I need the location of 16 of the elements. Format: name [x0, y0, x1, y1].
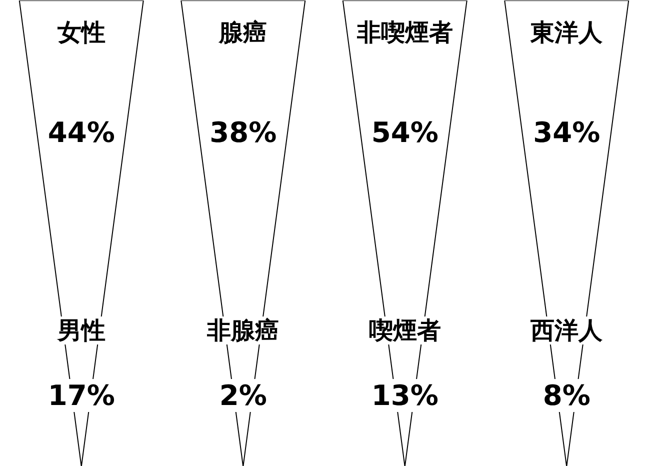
- data-label: 38%: [210, 116, 277, 149]
- data-label: 54%: [371, 116, 438, 149]
- category-label: 腺癌: [218, 18, 268, 46]
- data-label: 17%: [48, 379, 115, 412]
- category-label: 女性: [56, 18, 106, 46]
- data-label: 8%: [542, 379, 590, 412]
- data-label: 2%: [219, 379, 267, 412]
- category-label: 東洋人: [530, 18, 604, 46]
- category-label: 非喫煙者: [356, 18, 453, 46]
- data-label: 44%: [48, 116, 115, 149]
- category-label: 西洋人: [530, 316, 604, 344]
- data-label: 13%: [371, 379, 438, 412]
- data-label: 34%: [533, 116, 600, 149]
- category-label: 喫煙者: [368, 316, 441, 344]
- category-label: 非腺癌: [206, 316, 280, 344]
- category-label: 男性: [56, 316, 106, 344]
